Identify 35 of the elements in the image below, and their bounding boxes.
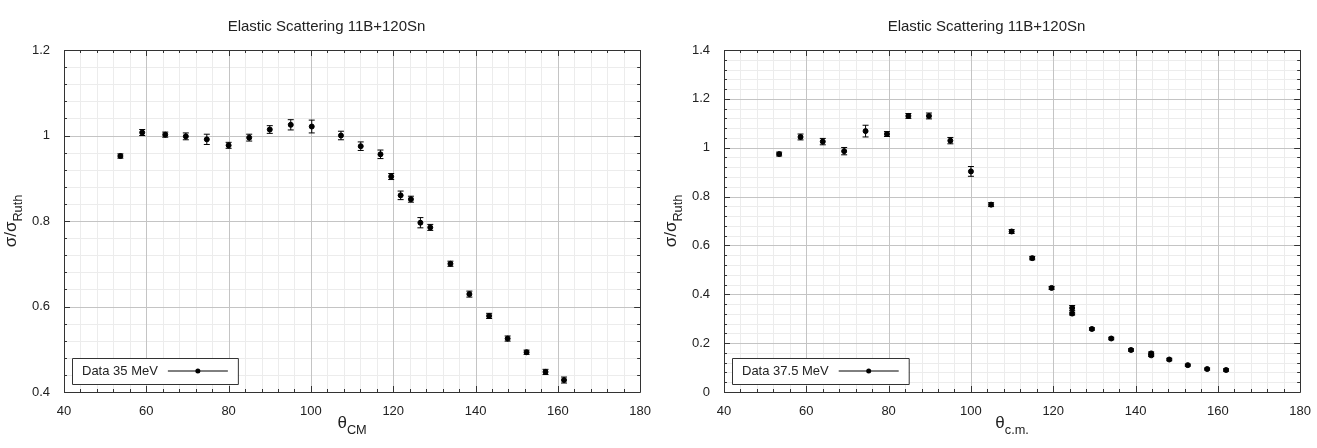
x-tick-label: 180 — [1289, 403, 1312, 419]
x-tick-label: 140 — [464, 403, 487, 419]
chart-title: Elastic Scattering 11B+120Sn — [887, 17, 1086, 35]
y-tick-label: 1.4 — [691, 41, 710, 57]
y-axis-title: σ/σRuth — [1, 194, 25, 248]
y-axis-title: σ/σRuth — [661, 194, 685, 248]
x-tick-label: 100 — [300, 403, 322, 419]
y-tick-label: 0.6 — [691, 237, 710, 253]
x-tick-label: 80 — [881, 403, 896, 419]
y-tick-label: 0.2 — [691, 334, 710, 350]
x-tick-label: 160 — [547, 403, 569, 419]
x-tick-label: 140 — [1124, 403, 1147, 419]
y-tick-label: 0.8 — [31, 212, 50, 228]
y-tick-label: 0.6 — [31, 298, 50, 314]
x-tick-label: 180 — [629, 403, 652, 419]
x-tick-label: 100 — [960, 403, 982, 419]
x-tick-label: 120 — [382, 403, 405, 419]
x-tick-label: 40 — [716, 403, 732, 419]
x-tick-label: 40 — [56, 403, 72, 419]
y-tick-label: 0.4 — [691, 285, 710, 301]
y-tick-label: 1 — [42, 127, 50, 143]
y-tick-label: 1 — [702, 139, 710, 155]
x-tick-label: 160 — [1207, 403, 1229, 419]
legend-label: Data 37.5 MeV — [742, 362, 830, 378]
x-tick-label: 60 — [139, 403, 154, 419]
y-tick-label: 0.4 — [31, 383, 50, 399]
x-tick-label: 120 — [1042, 403, 1065, 419]
y-tick-label: 0.8 — [691, 188, 710, 204]
chart-title: Elastic Scattering 11B+120Sn — [227, 17, 426, 35]
y-tick-label: 0 — [702, 383, 710, 399]
y-tick-label: 1.2 — [691, 90, 710, 106]
x-tick-label: 80 — [221, 403, 236, 419]
x-tick-label: 60 — [799, 403, 814, 419]
y-tick-label: 1.2 — [31, 41, 50, 57]
legend-label: Data 35 MeV — [82, 362, 159, 378]
